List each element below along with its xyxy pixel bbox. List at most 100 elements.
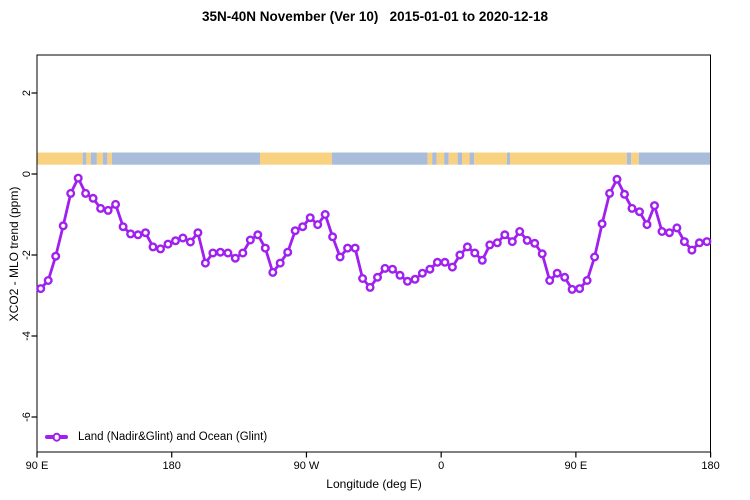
data-point <box>447 262 457 272</box>
data-point <box>462 242 472 252</box>
band-segment-land <box>462 152 470 165</box>
data-point <box>395 270 405 280</box>
data-point <box>73 173 83 183</box>
band-segment-land <box>107 152 112 165</box>
y-tick-label: -2 <box>21 250 33 260</box>
x-axis-title: Longitude (deg E) <box>326 477 422 491</box>
band-segment-ocean <box>469 152 475 165</box>
data-point <box>432 257 442 267</box>
data-point <box>620 189 630 199</box>
data-point <box>350 243 360 253</box>
y-tick-label: 2 <box>21 90 33 96</box>
data-point <box>118 222 128 232</box>
data-point <box>268 267 278 277</box>
data-point <box>358 274 368 284</box>
data-point <box>305 213 315 223</box>
band-segment-land <box>474 152 508 165</box>
band-segment-ocean <box>507 152 511 165</box>
data-point <box>328 232 338 242</box>
data-point <box>148 242 158 252</box>
data-point <box>245 235 255 245</box>
data-point <box>612 174 622 184</box>
data-point <box>672 223 682 233</box>
data-point <box>260 243 270 253</box>
data-point <box>140 228 150 238</box>
data-point <box>380 263 390 273</box>
data-point <box>58 221 68 231</box>
data-point <box>552 268 562 278</box>
data-point <box>679 237 689 247</box>
x-tick-label: 90 E <box>565 460 588 472</box>
data-point <box>597 219 607 229</box>
data-point <box>170 236 180 246</box>
data-point <box>96 203 106 213</box>
data-point <box>492 238 502 248</box>
data-point <box>530 238 540 248</box>
data-point <box>664 228 674 238</box>
data-point <box>582 276 592 286</box>
band-segment-ocean <box>90 152 97 165</box>
data-point <box>111 199 121 209</box>
y-tick-label: -4 <box>21 331 33 341</box>
plot-box <box>36 54 712 453</box>
data-point <box>470 248 480 258</box>
data-point <box>425 264 435 274</box>
data-point <box>185 237 195 247</box>
y-tick-label: -6 <box>21 412 33 422</box>
data-point <box>223 248 233 258</box>
data-point <box>103 205 113 215</box>
data-point <box>81 188 91 198</box>
data-point <box>567 284 577 294</box>
data-point <box>455 250 465 260</box>
band-segment-ocean <box>444 152 449 165</box>
legend-label: Land (Nadir&Glint) and Ocean (Glint) <box>78 431 268 443</box>
band-segment-land <box>37 152 83 165</box>
band-segment-land <box>427 152 433 165</box>
band-segment-land <box>86 152 91 165</box>
band-segment-land <box>96 152 103 165</box>
data-point <box>403 276 413 286</box>
data-point <box>126 229 136 239</box>
data-point <box>545 276 555 286</box>
data-point <box>43 276 53 286</box>
data-point <box>410 274 420 284</box>
x-tick-label: 180 <box>163 460 181 472</box>
data-point <box>290 226 300 236</box>
data-point <box>522 235 532 245</box>
band-segment-ocean <box>457 152 463 165</box>
data-point <box>133 230 143 240</box>
x-tick-label: 0 <box>438 460 444 472</box>
data-point <box>485 240 495 250</box>
data-point <box>627 203 637 213</box>
data-point <box>477 255 487 265</box>
band-segment-ocean <box>102 152 108 165</box>
legend-line-marker-icon <box>45 432 68 442</box>
data-point <box>155 244 165 254</box>
data-point <box>388 264 398 274</box>
legend: Land (Nadir&Glint) and Ocean (Glint) <box>45 430 267 444</box>
data-point <box>560 272 570 282</box>
data-point <box>253 230 263 240</box>
data-point <box>702 237 712 247</box>
chart-title: 35N-40N November (Ver 10) 2015-01-01 to … <box>202 9 548 24</box>
data-point <box>373 272 383 282</box>
legend-open-circle-icon <box>52 432 61 442</box>
data-point <box>230 253 240 263</box>
data-point <box>500 230 510 240</box>
x-tick-label: 90 E <box>26 460 49 472</box>
data-point <box>36 284 46 294</box>
band-segment-ocean <box>638 152 711 165</box>
data-point <box>66 188 76 198</box>
x-tick-label: 90 W <box>294 460 320 472</box>
data-point <box>163 239 173 249</box>
data-point <box>642 220 652 230</box>
data-point <box>88 193 98 203</box>
band-segment-land <box>260 152 332 165</box>
band-segment-land <box>631 152 639 165</box>
data-point <box>208 248 218 258</box>
data-point <box>635 207 645 217</box>
data-point <box>365 282 375 292</box>
data-point <box>657 226 667 236</box>
